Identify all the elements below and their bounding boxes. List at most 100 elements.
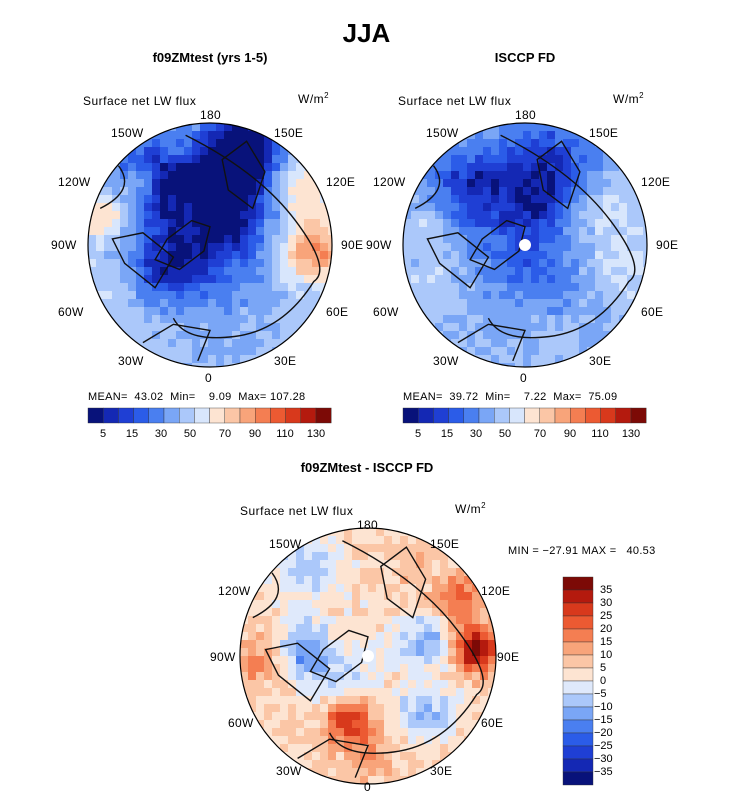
map-cell [96,251,105,260]
map-cell [288,736,297,745]
map-cell [547,123,556,132]
map-cell [392,648,401,657]
map-cell [547,251,556,260]
map-cell [555,299,564,308]
map-cell [507,355,516,364]
map-cell [419,267,428,276]
map-cell [128,179,137,188]
map-cell [264,576,273,585]
map-cell [443,171,452,180]
map-cell [475,307,484,316]
map-cell [368,672,377,681]
map-cell [427,211,436,220]
map-cell [619,203,628,212]
map-cell [336,696,345,705]
map-cell [547,211,556,220]
map-cell [272,728,281,737]
map-cell [248,171,257,180]
map-cell [619,227,628,236]
map-cell [440,680,449,689]
map-cell [392,656,401,665]
map-cell [112,179,121,188]
map-cell [563,195,572,204]
map-cell [603,307,612,316]
map-cell [563,291,572,300]
map-cell [376,672,385,681]
map-cell [208,147,217,156]
map-cell [312,584,321,593]
colorbar-swatch [478,407,495,424]
map-cell [587,323,596,332]
map-cell [352,560,361,569]
map-cell [128,251,137,260]
map-cell [312,243,321,252]
map-cell [411,243,420,252]
map-cell [499,187,508,196]
map-cell [256,291,265,300]
map-cell [539,307,548,316]
map-cell [424,712,433,721]
map-cell [523,339,532,348]
map-cell [128,339,137,348]
map-cell [403,251,412,260]
map-cell [491,195,500,204]
map-cell [224,195,233,204]
map-cell [224,299,233,308]
map-cell [464,608,473,617]
map-cell [432,616,441,625]
map-cell [280,259,289,268]
map-cell [328,752,337,761]
map-cell [240,672,249,681]
map-cell [555,347,564,356]
map-cell [280,299,289,308]
map-cell [467,211,476,220]
map-cell [288,728,297,737]
map-cell [248,624,257,633]
map-cell [531,219,540,228]
map-cell [488,664,496,673]
map-cell [352,624,361,633]
map-cell [280,227,289,236]
map-cell [320,275,329,284]
map-cell [296,640,305,649]
map-cell [120,235,129,244]
map-cell [579,291,588,300]
map-cell [459,339,468,348]
map-cell [112,195,121,204]
map-cell [547,243,556,252]
map-cell [176,267,185,276]
map-cell [456,632,465,641]
map-cell [208,283,217,292]
map-cell [443,251,452,260]
map-cell [96,291,105,300]
map-cell [555,355,564,364]
map-cell [336,728,345,737]
map-cell [224,363,233,367]
map-cell [507,299,516,308]
map-cell [424,552,433,561]
map-cell [176,339,185,348]
map-cell [611,187,620,196]
map-cell [224,123,233,132]
map-cell [571,187,580,196]
map-cell [352,568,361,577]
map-cell [368,752,377,761]
map-cell [112,235,121,244]
map-cell [627,195,636,204]
colorbar-swatch [562,628,594,643]
map-cell [360,568,369,577]
map-cell [272,259,281,268]
map-cell [459,203,468,212]
map-cell [200,147,209,156]
map-cell [563,131,572,140]
map-cell [627,227,636,236]
map-cell [491,339,500,348]
map-cell [635,203,644,212]
map-cell [571,251,580,260]
map-cell [112,227,121,236]
map-cell [408,768,417,777]
map-cell [472,640,481,649]
p3-lon-60e: 60E [481,716,504,730]
map-cell [112,283,121,292]
map-cell [563,243,572,252]
